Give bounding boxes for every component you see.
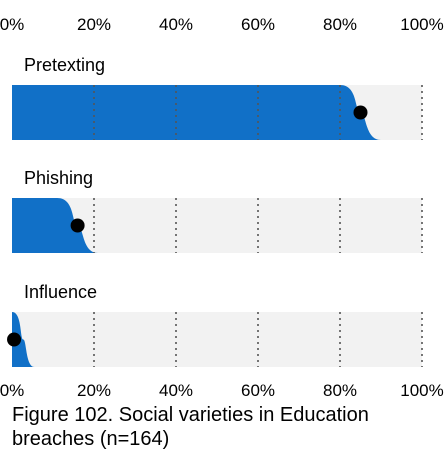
- bottom-axis-tick-label: 80%: [323, 381, 357, 400]
- bottom-axis-tick-label: 100%: [400, 381, 443, 400]
- distribution-area: [12, 85, 381, 140]
- top-axis-tick-label: 0%: [0, 15, 24, 34]
- bottom-axis-ticks: 0% 20% 40% 60% 80% 100%: [0, 381, 444, 400]
- row-pretexting: Pretexting: [12, 55, 423, 140]
- row-label: Pretexting: [24, 55, 105, 75]
- bottom-axis-tick-label: 0%: [0, 381, 24, 400]
- point-estimate: [353, 105, 368, 120]
- top-axis-tick-label: 40%: [159, 15, 193, 34]
- top-axis-tick-label: 100%: [400, 15, 443, 34]
- chart-title: Figure 102. Social varieties in Educatio…: [12, 404, 369, 450]
- top-axis-tick-label: 20%: [77, 15, 111, 34]
- row-label: Phishing: [24, 168, 93, 188]
- distribution-area: [12, 312, 35, 367]
- row-phishing: Phishing: [12, 168, 423, 253]
- chart: 0% 20% 40% 60% 80% 100% Pretexting Phishing Inf…: [0, 15, 444, 400]
- bottom-axis-tick-label: 60%: [241, 381, 275, 400]
- chart-rows: Pretexting Phishing Influence: [7, 55, 423, 367]
- top-axis-tick-label: 80%: [323, 15, 357, 34]
- row-influence: Influence: [7, 282, 423, 367]
- point-estimate: [70, 218, 85, 233]
- bottom-axis-tick-label: 20%: [77, 381, 111, 400]
- distribution-area: [12, 198, 99, 253]
- row-label: Influence: [24, 282, 97, 302]
- top-axis-tick-label: 60%: [241, 15, 275, 34]
- top-axis-ticks: 0% 20% 40% 60% 80% 100%: [0, 15, 444, 34]
- bottom-axis-tick-label: 40%: [159, 381, 193, 400]
- point-estimate: [7, 332, 22, 347]
- track: [12, 312, 422, 367]
